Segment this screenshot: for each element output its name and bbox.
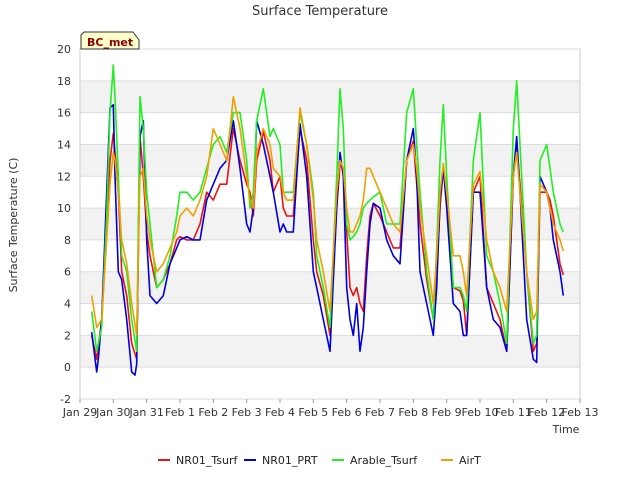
station-badge: BC_met (80, 31, 140, 50)
plot-bands (80, 49, 580, 399)
y-tick-label: 10 (57, 202, 71, 215)
series-line-nr01-prt (90, 103, 565, 376)
x-tick-label: Feb 3 (232, 406, 262, 419)
x-axis-title: Time (552, 423, 580, 436)
chart-title: Surface Temperature (252, 4, 388, 19)
x-tick-label: Feb 8 (398, 406, 428, 419)
x-tick-label: Feb 7 (365, 406, 395, 419)
plot-band (80, 112, 580, 145)
series-line-airt (90, 95, 565, 337)
legend-label: AirT (459, 454, 481, 467)
x-tick-label: Feb 2 (198, 406, 228, 419)
x-tick-label: Feb 13 (562, 406, 599, 419)
plot-band (80, 80, 580, 113)
series-line-arable-tsurf (90, 64, 565, 353)
x-tick-label: Feb 10 (462, 406, 499, 419)
plot-band (80, 208, 580, 240)
y-tick-label: 20 (57, 43, 71, 56)
y-tick-label: 8 (64, 234, 71, 247)
station-badge-label: BC_met (87, 36, 133, 49)
y-tick-label: 18 (57, 75, 71, 88)
legend-label: NR01_Tsurf (176, 454, 238, 467)
x-tick-label: Feb 4 (265, 406, 295, 419)
legend-label: Arable_Tsurf (350, 454, 418, 467)
x-tick-label: Feb 1 (165, 406, 195, 419)
y-tick-label: -2 (60, 393, 71, 406)
x-tick-label: Feb 6 (332, 406, 362, 419)
x-tick-label: Feb 11 (495, 406, 532, 419)
y-tick-label: 16 (57, 107, 71, 120)
x-tick-label: Jan 30 (95, 406, 130, 419)
y-tick-label: 6 (64, 266, 71, 279)
y-tick-label: 0 (64, 361, 71, 374)
y-tick-label: 12 (57, 170, 71, 183)
legend: NR01_Tsurf NR01_PRT Arable_Tsurf AirT (158, 454, 481, 467)
x-tick-label: Jan 31 (128, 406, 163, 419)
y-axis-ticks: -2 0 2 4 6 8 10 12 14 16 18 20 (57, 43, 71, 406)
plot-band (80, 176, 580, 209)
plot-band (80, 49, 580, 81)
y-tick-label: 2 (64, 329, 71, 342)
plot-band (80, 239, 580, 272)
x-tick-label: Feb 5 (298, 406, 328, 419)
x-tick-label: Feb 9 (432, 406, 462, 419)
plot-band (80, 144, 580, 177)
x-tick-label: Jan 29 (62, 406, 97, 419)
legend-label: NR01_PRT (262, 454, 318, 467)
y-axis-title: Surface Temperature (C) (7, 158, 20, 293)
y-tick-label: 14 (57, 138, 71, 151)
plot-band (80, 367, 580, 399)
series-lines (90, 64, 565, 376)
y-tick-label: 4 (64, 298, 71, 311)
x-tick-label: Feb 12 (528, 406, 565, 419)
